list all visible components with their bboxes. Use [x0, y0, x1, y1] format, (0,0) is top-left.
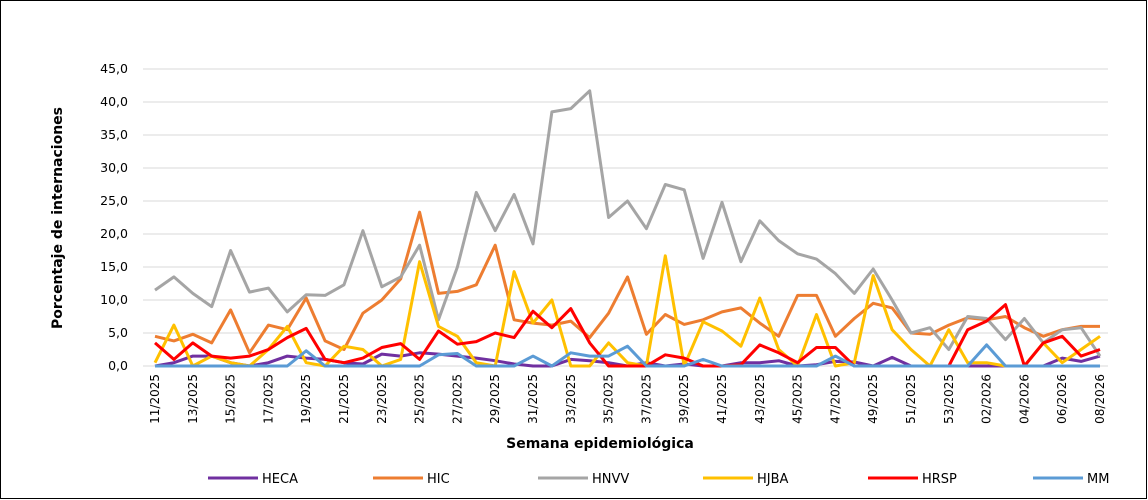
x-tick-label: 51/2025 — [904, 374, 918, 424]
legend-label: HIC — [427, 472, 450, 487]
x-tick-label: 43/2025 — [753, 374, 767, 424]
x-tick-label: 53/2025 — [942, 374, 956, 424]
y-tick-label: 35,0 — [100, 127, 128, 142]
x-tick-label: 19/2025 — [299, 374, 313, 424]
legend-label: HJBA — [757, 472, 789, 487]
y-tick-label: 5,0 — [108, 325, 128, 340]
x-tick-label: 17/2025 — [261, 374, 275, 424]
y-tick-label: 20,0 — [100, 226, 128, 241]
x-tick-label: 29/2025 — [488, 374, 502, 424]
x-tick-label: 49/2025 — [866, 374, 880, 424]
y-tick-label: 40,0 — [100, 94, 128, 109]
y-tick-label: 30,0 — [100, 160, 128, 175]
x-tick-label: 37/2025 — [639, 374, 653, 424]
x-tick-label: 47/2025 — [828, 374, 842, 424]
x-tick-label: 04/2026 — [1017, 374, 1031, 424]
x-axis-title: Semana epidemiológica — [506, 436, 694, 452]
x-tick-label: 13/2025 — [186, 374, 200, 424]
legend-label: HECA — [262, 472, 298, 487]
series-line — [155, 343, 1100, 368]
x-tick-label: 27/2025 — [450, 374, 464, 424]
x-tick-label: 08/2026 — [1093, 374, 1107, 424]
x-tick-label: 39/2025 — [677, 374, 691, 424]
x-tick-label: 31/2025 — [526, 374, 540, 424]
x-tick-label: 33/2025 — [564, 374, 578, 424]
legend-label: HRSP — [922, 472, 957, 487]
x-tick-label: 11/2025 — [148, 374, 162, 424]
legend-label: HNVV — [592, 472, 629, 487]
x-tick-label: 41/2025 — [715, 374, 729, 424]
x-tick-label: 06/2026 — [1055, 374, 1069, 424]
y-tick-label: 45,0 — [100, 61, 128, 76]
x-tick-label: 21/2025 — [337, 374, 351, 424]
x-tick-label: 35/2025 — [602, 374, 616, 424]
x-tick-label: 45/2025 — [791, 374, 805, 424]
y-tick-label: 25,0 — [100, 193, 128, 208]
y-tick-label: 15,0 — [100, 259, 128, 274]
x-tick-label: 23/2025 — [375, 374, 389, 424]
x-tick-label: 02/2026 — [980, 374, 994, 424]
x-tick-label: 15/2025 — [224, 374, 238, 424]
x-tick-label: 25/2025 — [413, 374, 427, 424]
legend-label: MM — [1087, 472, 1109, 487]
series-line — [153, 254, 1101, 368]
y-tick-label: 10,0 — [100, 292, 128, 307]
y-tick-label: 0,0 — [108, 358, 128, 373]
series-line — [154, 210, 1100, 355]
y-axis-title: Porcentaje de internaciones — [50, 107, 66, 329]
